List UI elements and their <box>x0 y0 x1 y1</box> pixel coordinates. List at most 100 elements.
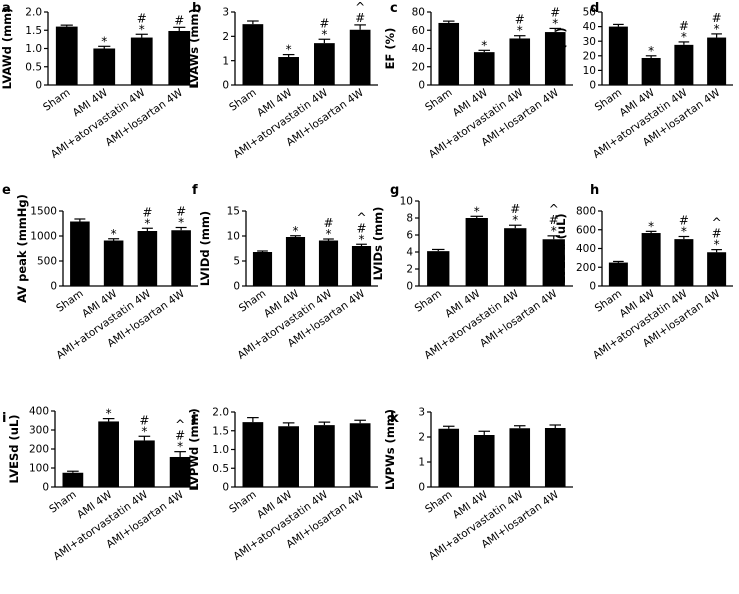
y-tick-label: 50 <box>583 7 596 19</box>
bar <box>509 428 531 487</box>
y-tick-label: 2.0 <box>25 7 42 19</box>
significance-marker: # <box>515 13 525 27</box>
y-tick-label: 1.0 <box>212 444 229 456</box>
significance-marker: * <box>512 213 518 227</box>
significance-marker: * <box>517 24 523 38</box>
bar <box>465 218 488 286</box>
significance-marker: * <box>681 30 687 44</box>
significance-marker: # <box>679 214 689 228</box>
bar <box>674 239 694 286</box>
significance-marker: * <box>141 424 147 438</box>
bar <box>55 26 78 86</box>
y-tick-label: 40 <box>583 21 596 33</box>
y-tick-label: 200 <box>29 444 49 456</box>
bar <box>318 240 339 286</box>
significance-marker: # <box>549 213 559 227</box>
panel-letter: k <box>390 411 399 426</box>
significance-marker: * <box>714 238 720 252</box>
y-axis-label: LVAWd (mm) <box>0 8 14 90</box>
bar <box>278 426 299 487</box>
bar <box>134 440 155 487</box>
panel-letter: e <box>2 183 11 198</box>
y-tick-label: 0 <box>589 80 596 92</box>
panel-letter: d <box>590 1 599 16</box>
bar <box>473 435 495 487</box>
bar <box>285 237 306 286</box>
bar <box>62 472 84 487</box>
y-tick-label: 5 <box>233 256 240 268</box>
y-tick-label: 100 <box>29 463 49 475</box>
bar <box>171 230 191 286</box>
bar <box>103 240 124 286</box>
significance-marker: ^ <box>712 216 722 230</box>
significance-marker: * <box>481 38 487 52</box>
y-tick-label: 0 <box>418 80 425 92</box>
panel-letter: b <box>192 1 201 16</box>
y-tick-label: 0 <box>42 482 49 494</box>
y-tick-label: 200 <box>576 262 596 274</box>
y-tick-label: 1500 <box>30 206 57 218</box>
y-tick-label: 300 <box>29 425 49 437</box>
bar <box>169 456 191 487</box>
y-tick-label: 0 <box>222 80 229 92</box>
significance-marker: # <box>319 16 329 30</box>
significance-marker: # <box>356 221 366 235</box>
significance-marker: * <box>321 27 327 41</box>
bar <box>70 221 90 286</box>
panel-letter: c <box>390 1 398 16</box>
bar <box>438 428 460 487</box>
significance-marker: * <box>139 22 145 36</box>
bar <box>314 425 335 487</box>
bar <box>349 423 371 487</box>
bar <box>168 30 191 85</box>
y-tick-label: 0 <box>589 281 596 293</box>
significance-marker: * <box>144 216 150 230</box>
y-tick-label: 10 <box>583 65 596 77</box>
y-tick-label: 400 <box>576 243 596 255</box>
y-tick-label: 500 <box>37 256 57 268</box>
y-tick-label: 1 <box>418 457 425 469</box>
significance-marker: * <box>286 43 292 57</box>
bar <box>544 428 566 487</box>
significance-marker: # <box>323 216 333 230</box>
significance-marker: * <box>474 204 480 218</box>
bar <box>509 38 531 85</box>
significance-marker: ^ <box>356 210 366 224</box>
y-tick-label: 20 <box>583 50 596 62</box>
y-tick-label: 80 <box>412 7 425 19</box>
panel-letter: a <box>2 1 11 16</box>
significance-marker: * <box>552 16 558 30</box>
significance-marker: # <box>550 5 560 19</box>
y-axis-label: EF (%) <box>383 28 397 70</box>
y-tick-label: 600 <box>576 224 596 236</box>
significance-marker: * <box>359 232 365 246</box>
significance-marker: * <box>648 44 654 58</box>
bar <box>544 32 566 85</box>
y-tick-label: 0 <box>418 482 425 494</box>
significance-marker: # <box>679 19 689 33</box>
bar <box>542 239 565 286</box>
y-axis-label: LVIDd (mm) <box>198 211 212 286</box>
y-tick-label: 400 <box>29 406 49 418</box>
y-tick-label: 40 <box>412 43 425 55</box>
y-tick-label: 1000 <box>30 231 57 243</box>
bar <box>504 228 527 286</box>
significance-marker: * <box>648 219 654 233</box>
y-tick-label: 0.5 <box>25 61 42 73</box>
bar <box>674 44 694 85</box>
x-category-label: Sham <box>413 288 444 315</box>
bar <box>252 252 273 286</box>
y-tick-label: 0 <box>233 281 240 293</box>
y-tick-label: 2 <box>222 31 229 43</box>
y-axis-label: LVPWd (mm) <box>187 408 201 490</box>
y-tick-label: 1.0 <box>25 43 42 55</box>
y-tick-label: 2 <box>418 432 425 444</box>
significance-marker: * <box>177 440 183 454</box>
